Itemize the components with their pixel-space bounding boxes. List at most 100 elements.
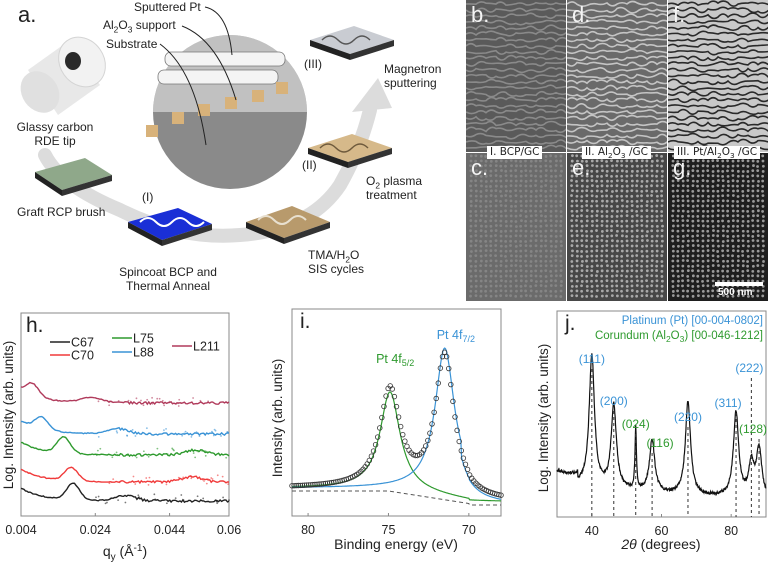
sem-dot [746, 254, 750, 258]
data-point [163, 499, 165, 502]
sem-dot [681, 189, 685, 193]
data-point [147, 483, 150, 486]
sem-stripe [668, 0, 768, 7]
scale-bar-label: 500 nm [718, 287, 753, 298]
sem-dot [590, 264, 594, 268]
sem-dot [761, 279, 765, 283]
data-point [374, 434, 381, 440]
sem-dot [746, 175, 750, 178]
sem-dot [645, 274, 649, 277]
sem-dot [535, 290, 538, 293]
sem-dot [519, 224, 523, 228]
sem-dot [761, 179, 765, 183]
x-tick-label: 0.044 [154, 523, 185, 537]
sem-dot [746, 269, 750, 273]
data-point [97, 495, 100, 498]
sem-dot [489, 209, 493, 213]
sem-dot [544, 155, 548, 158]
sem-dot [711, 214, 715, 218]
sem-dot [605, 224, 609, 228]
sem-dot [605, 259, 608, 263]
data-point [137, 494, 140, 497]
sem-dot [595, 224, 599, 228]
sem-dot [716, 174, 720, 178]
sem-dot [741, 174, 745, 178]
sem-dot [549, 229, 553, 233]
sem-dot [554, 259, 558, 262]
rde-tip-icon [20, 36, 106, 115]
sem-dot [696, 219, 700, 223]
sem-dot [504, 254, 507, 258]
sem-dot [711, 289, 715, 293]
sem-dot [671, 184, 675, 188]
sem-dot [650, 174, 654, 178]
sem-dot [474, 224, 478, 228]
sem-dot [726, 165, 730, 168]
sem-dot [672, 174, 675, 178]
sem-dot [499, 184, 503, 188]
sem-dot [751, 209, 755, 213]
data-point [456, 438, 462, 445]
sem-dot [610, 224, 613, 228]
sem-dot [549, 210, 553, 213]
sem-dot [635, 254, 639, 257]
sem-dot [762, 260, 765, 263]
data-point [228, 499, 230, 502]
data-point [498, 492, 504, 498]
sem-stripe [567, 72, 667, 80]
sem-dot [585, 250, 589, 253]
sem-dot [751, 224, 755, 228]
sem-dot [615, 169, 619, 173]
sem-dot [519, 169, 523, 173]
sem-dot [721, 174, 725, 178]
data-point [308, 482, 314, 488]
sem-dot [585, 274, 589, 278]
data-point [169, 499, 171, 502]
sem-dot [756, 244, 760, 248]
sem-dot [534, 249, 538, 253]
sem-dot [761, 204, 765, 208]
sem-dot [595, 159, 599, 163]
sem-dot [751, 264, 755, 268]
sem-dot [630, 259, 634, 263]
sem-dot [484, 249, 488, 253]
sem-dot [489, 249, 493, 253]
sem-dot [620, 224, 624, 228]
data-point [117, 400, 120, 402]
sem-dot [600, 179, 604, 183]
sem-dot [751, 189, 755, 193]
sem-dot [635, 275, 639, 278]
sem-dot [575, 184, 579, 188]
sem-dot [570, 194, 573, 197]
sem-dot [660, 199, 664, 203]
sem-dot [610, 184, 614, 188]
sem-stripe [466, 73, 566, 80]
sem-dot [559, 194, 563, 198]
data-point [450, 398, 456, 405]
sem-dot [701, 274, 705, 278]
sem-stripe [668, 6, 768, 14]
sem-dot [581, 260, 584, 263]
sem-dot [596, 174, 599, 178]
sem-dot [660, 279, 664, 283]
sem-dot [554, 239, 558, 243]
sem-dot [575, 229, 579, 233]
sem-dot [701, 254, 705, 258]
sem-dot [741, 269, 745, 273]
sem-dot [504, 249, 508, 253]
sem-dot [722, 224, 725, 228]
sem-dot [630, 244, 634, 248]
sem-dot [554, 274, 558, 278]
sem-dot [595, 279, 598, 283]
sem-dot [484, 180, 488, 183]
sem-dot [540, 214, 543, 218]
sem-dot [535, 199, 538, 203]
callout-sputtered-pt: Sputtered Pt [134, 0, 201, 14]
sem-dot [655, 279, 659, 283]
sem-dot [686, 210, 690, 213]
sem-dot [575, 154, 579, 158]
sem-dot [726, 295, 730, 298]
sem-stripe [466, 54, 566, 61]
sem-dot [601, 244, 604, 248]
sem-stripe [567, 0, 667, 7]
